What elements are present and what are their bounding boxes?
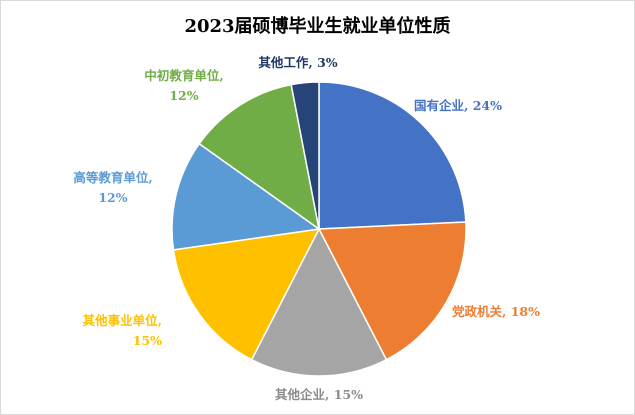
pie-slices (171, 81, 467, 377)
pie-slice-0 (318, 81, 467, 230)
data-label-slice-3: 其他事业单位, 15% (83, 313, 162, 348)
pie-slice-3 (172, 228, 321, 361)
data-label-line: 中初教育单位, (144, 68, 223, 83)
data-label-line: 其他企业, 15% (275, 387, 363, 402)
data-label-slice-0: 国有企业, 24% (414, 98, 502, 113)
data-label-line: 12% (169, 88, 198, 103)
data-label-line: 其他事业单位, (83, 313, 162, 328)
pie-slice-6 (290, 81, 320, 230)
data-label-line: 12% (98, 190, 127, 205)
data-label-line: 高等教育单位, (73, 170, 152, 185)
pie-slice-4 (171, 142, 321, 251)
data-label-slice-1: 党政机关, 18% (452, 304, 540, 319)
pie-slice-1 (317, 221, 467, 361)
pie-slice-2 (250, 227, 388, 377)
data-label-slice-2: 其他企业, 15% (275, 387, 363, 402)
data-label-slice-6: 其他工作, 3% (258, 55, 337, 70)
data-label-line: 党政机关, 18% (452, 304, 540, 319)
data-label-slice-4: 高等教育单位, 12% (73, 170, 152, 205)
pie-slice-5 (198, 83, 321, 231)
pie-labels: 国有企业, 24% 党政机关, 18% 其他企业, 15% 其他事业单位, 15% 高等教… (73, 55, 540, 402)
data-label-slice-5: 中初教育单位, 12% (144, 68, 223, 103)
chart-title: 2023届硕博毕业生就业单位性质 (184, 16, 451, 37)
data-label-line: 国有企业, 24% (414, 98, 502, 113)
data-label-line: 15% (133, 333, 162, 348)
data-label-line: 其他工作, 3% (258, 55, 337, 70)
